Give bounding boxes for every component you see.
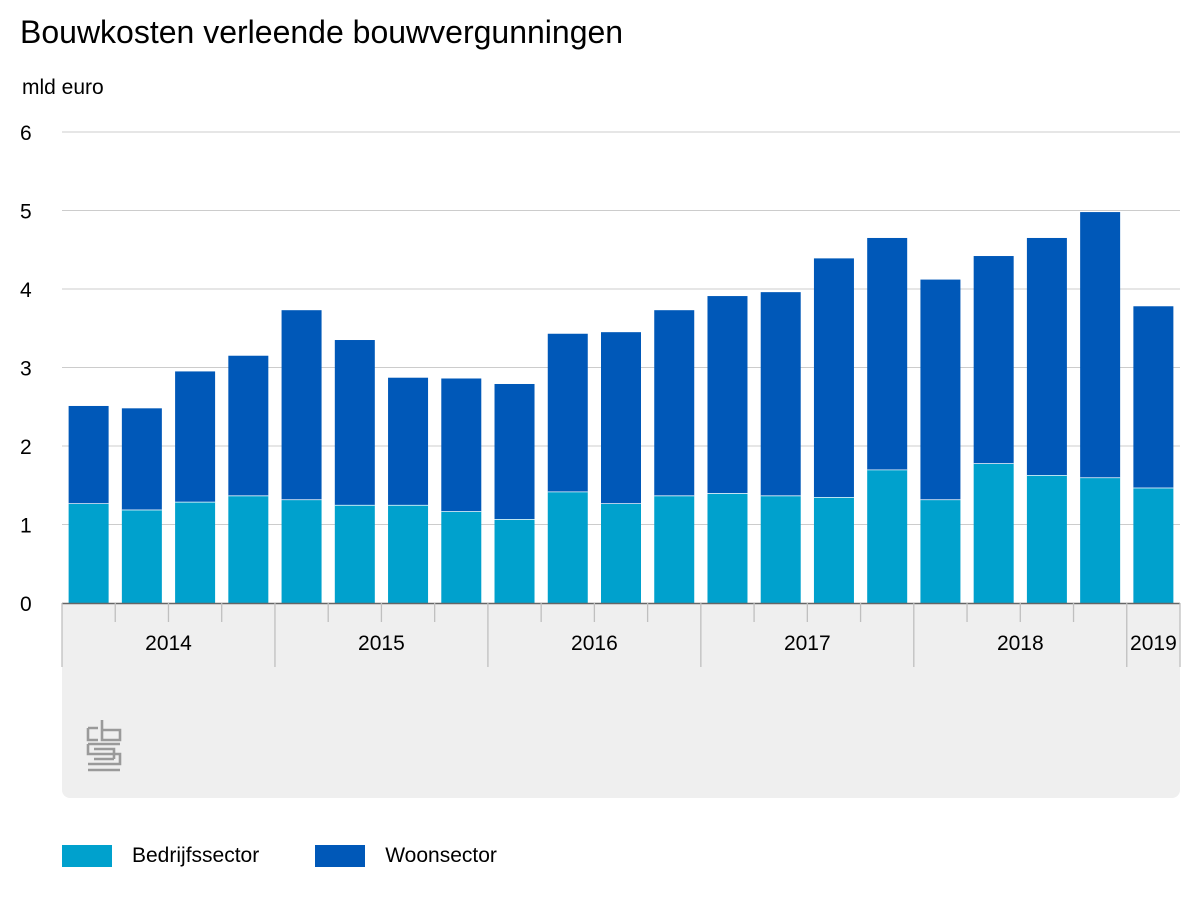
x-year-label: 2018: [997, 632, 1044, 655]
y-tick-label: 1: [20, 515, 32, 538]
chart-title: Bouwkosten verleende bouwvergunningen: [20, 14, 624, 50]
bar-woonsector: [494, 383, 535, 520]
bar-woonsector: [121, 408, 162, 510]
legend: Bedrijfssector Woonsector: [62, 844, 553, 868]
bar-bedrijfssector: [334, 504, 375, 604]
bar-woonsector: [547, 333, 588, 492]
bar-bedrijfssector: [707, 493, 748, 603]
bar-bedrijfssector: [494, 519, 535, 603]
bar-bedrijfssector: [1080, 477, 1121, 603]
bar-bedrijfssector: [813, 497, 854, 603]
bar-woonsector: [707, 296, 748, 494]
bar-bedrijfssector: [228, 495, 269, 603]
legend-item-bedrijfssector: Bedrijfssector: [62, 844, 259, 868]
bar-bedrijfssector: [121, 509, 162, 603]
bar-woonsector: [334, 340, 375, 505]
bar-bedrijfssector: [867, 469, 908, 603]
bar-bedrijfssector: [920, 499, 961, 603]
y-tick-label: 5: [20, 201, 32, 224]
bar-woonsector: [1080, 212, 1121, 478]
bar-bedrijfssector: [601, 503, 641, 603]
bar-bedrijfssector: [68, 503, 109, 603]
bar-bedrijfssector: [654, 495, 695, 603]
y-tick-label: 2: [20, 436, 32, 459]
bar-woonsector: [760, 292, 801, 496]
bar-bedrijfssector: [760, 495, 801, 603]
bar-woonsector: [1026, 237, 1067, 476]
y-tick-label: 4: [20, 279, 32, 302]
bar-woonsector: [441, 378, 482, 512]
bar-woonsector: [813, 258, 854, 498]
bar-woonsector: [601, 332, 641, 504]
x-axis: 2014 2015 2016 2017 2018 2019: [61, 602, 1181, 667]
bar-woonsector: [867, 237, 908, 470]
bar-woonsector: [654, 310, 695, 496]
bar-woonsector: [973, 256, 1014, 464]
bar-bedrijfssector: [281, 499, 322, 603]
x-axis-panel: [62, 604, 1180, 798]
y-axis-unit-label: mld euro: [22, 76, 104, 99]
legend-swatch-bedrijfssector: [62, 845, 112, 867]
legend-swatch-woonsector: [315, 845, 366, 867]
bar-bedrijfssector: [441, 511, 482, 603]
x-year-label: 2015: [358, 632, 405, 655]
bar-bedrijfssector: [388, 504, 429, 604]
x-year-label: 2017: [784, 632, 831, 655]
cbs-logo-icon: [86, 720, 122, 772]
y-axis-ticks: 0 1 2 3 4 5 6: [20, 122, 32, 616]
y-tick-label: 3: [20, 358, 32, 381]
x-year-label: 2014: [145, 632, 192, 655]
bars: [68, 212, 1174, 604]
bar-woonsector: [1133, 306, 1174, 488]
x-year-label: 2016: [571, 632, 618, 655]
bar-bedrijfssector: [175, 501, 216, 603]
legend-label-bedrijfssector: Bedrijfssector: [132, 844, 260, 867]
x-axis-panel-top: [62, 604, 1180, 624]
y-tick-label: 6: [20, 122, 32, 145]
bar-woonsector: [68, 405, 109, 504]
bar-bedrijfssector: [973, 463, 1014, 603]
bar-woonsector: [920, 279, 961, 500]
legend-item-woonsector: Woonsector: [315, 844, 497, 868]
bar-woonsector: [281, 310, 322, 500]
bar-bedrijfssector: [1133, 487, 1174, 603]
bar-woonsector: [175, 371, 216, 502]
y-tick-label: 0: [20, 593, 32, 616]
bar-woonsector: [228, 355, 269, 496]
bar-bedrijfssector: [547, 491, 588, 603]
legend-label-woonsector: Woonsector: [385, 844, 497, 867]
x-year-label: 2019: [1130, 632, 1177, 655]
bar-bedrijfssector: [1026, 475, 1067, 603]
bar-woonsector: [388, 377, 429, 505]
